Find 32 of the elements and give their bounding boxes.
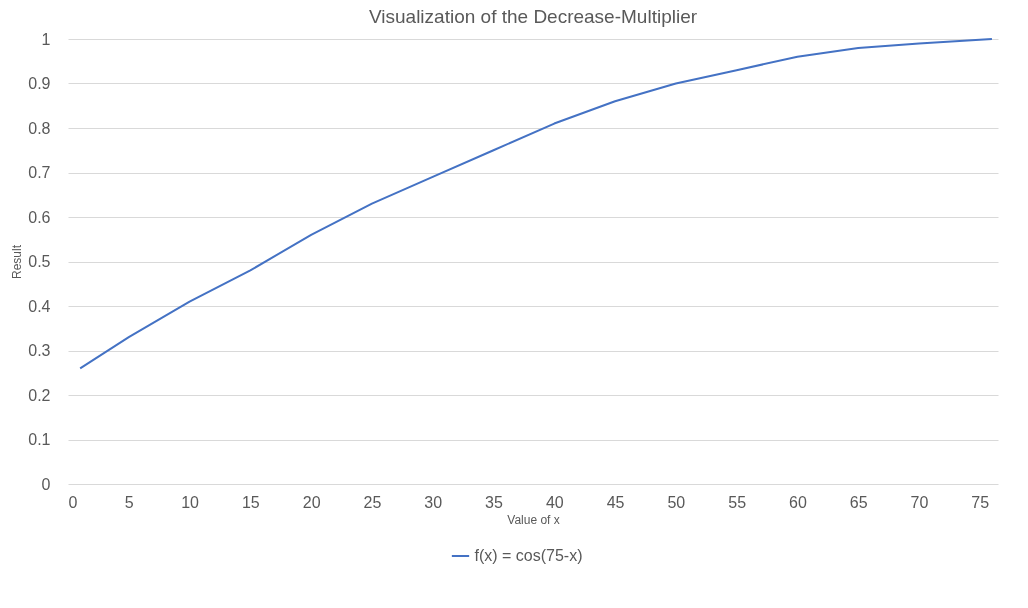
y-tick-label: 0.4 xyxy=(28,297,51,315)
x-tick-label: 0 xyxy=(68,493,78,511)
x-tick-label: 60 xyxy=(789,493,807,511)
x-tick-label: 25 xyxy=(363,493,382,511)
y-tick-label: 0.9 xyxy=(28,75,51,92)
x-tick-label: 45 xyxy=(606,493,625,511)
y-tick-label: 0.7 xyxy=(28,164,51,181)
x-axis-title: Value of x xyxy=(507,512,560,527)
legend-label: f(x) = cos(75-x) xyxy=(474,547,583,564)
x-tick-label: 15 xyxy=(241,493,260,511)
y-tick-label: 0.3 xyxy=(28,342,51,359)
x-tick-label: 55 xyxy=(728,493,747,511)
line-series xyxy=(79,38,993,370)
chart-title: Visualization of the Decrease-Multiplier xyxy=(368,6,698,27)
x-tick-label: 70 xyxy=(910,493,929,511)
x-tick-label: 35 xyxy=(485,493,503,511)
y-axis-title: Result xyxy=(10,244,25,280)
y-tick-label: 0.1 xyxy=(28,431,51,448)
y-tick-label: 0.6 xyxy=(28,208,51,226)
x-tick-label: 20 xyxy=(302,493,321,511)
x-tick-label: 5 xyxy=(124,493,134,511)
x-tick-label: 65 xyxy=(849,493,868,511)
y-tick-label: 1 xyxy=(41,30,51,48)
x-tick-label: 10 xyxy=(181,493,200,511)
x-tick-label: 50 xyxy=(667,493,686,511)
y-tick-label: 0.8 xyxy=(28,119,51,137)
y-tick-label: 0.2 xyxy=(28,386,51,404)
y-tick-label: 0.5 xyxy=(28,253,51,270)
x-tick-label: 30 xyxy=(424,493,443,511)
x-tick-label: 40 xyxy=(545,493,564,511)
x-tick-label: 75 xyxy=(971,493,990,511)
y-tick-label: 0 xyxy=(41,475,51,493)
